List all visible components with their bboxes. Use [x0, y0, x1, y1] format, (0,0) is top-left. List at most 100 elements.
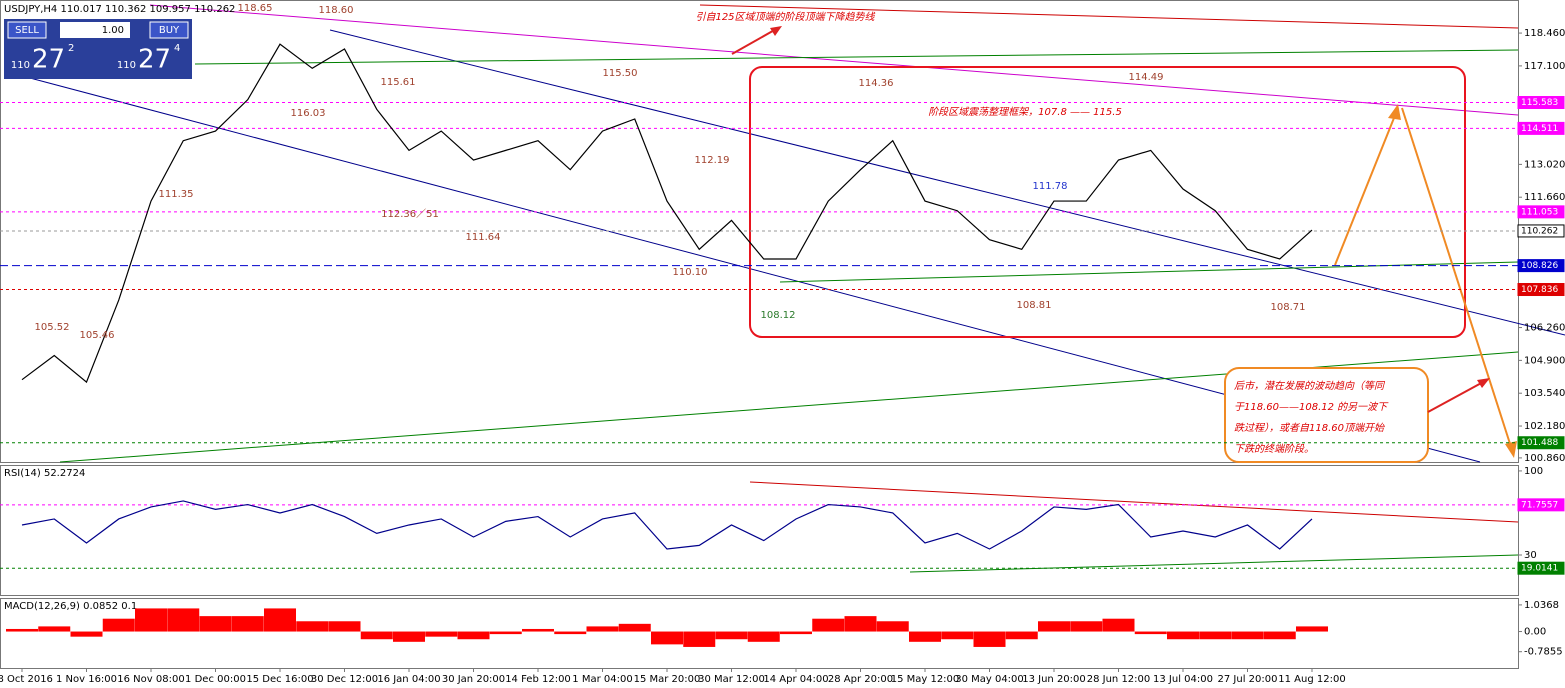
chart-title: USDJPY,H4 110.017 110.362 109.957 110.26…	[4, 4, 235, 15]
y-tick-label: 113.020	[1524, 159, 1565, 170]
x-tick-label: 30 Mar 12:00	[698, 674, 765, 685]
annotation: 118.65	[238, 3, 273, 14]
level-box	[1517, 96, 1565, 110]
sell-big: 110	[11, 60, 30, 71]
y-tick-label: -0.7855	[1524, 647, 1563, 658]
level-label: 71.7557	[1521, 500, 1558, 510]
annotation: 112.36／51	[381, 208, 439, 220]
x-tick-label: 15 Mar 20:00	[634, 674, 701, 685]
macd-bar	[264, 608, 296, 632]
note-line: 后市，潜在发展的波动趋向（等同	[1234, 380, 1386, 392]
macd-bar	[1167, 631, 1199, 640]
level-box	[1517, 436, 1565, 450]
macd-bar	[747, 631, 780, 642]
macd-bar	[1231, 631, 1264, 640]
macd-bar	[70, 631, 103, 637]
y-tick-label: 117.100	[1524, 61, 1565, 72]
x-tick-label: 15 May 12:00	[891, 674, 960, 685]
x-tick-label: 11 Aug 12:00	[1278, 674, 1345, 685]
y-tick-label: 106.260	[1524, 323, 1565, 334]
macd-bar	[135, 608, 167, 632]
macd-bar	[6, 628, 38, 632]
x-tick-label: 30 Jan 20:00	[442, 674, 505, 685]
macd-bar	[102, 618, 135, 632]
level-box	[1517, 561, 1565, 575]
annotation: 111.35	[159, 189, 194, 200]
macd-bar	[554, 631, 587, 635]
x-tick-label: 14 Feb 12:00	[505, 674, 571, 685]
annotation: 116.03	[291, 108, 326, 119]
macd-bar	[522, 628, 554, 632]
macd-bar	[651, 631, 683, 645]
y-tick-label: 103.540	[1524, 388, 1565, 399]
macd-title: MACD(12,26,9) 0.0852 0.1	[4, 601, 137, 612]
level-label: 108.826	[1521, 261, 1558, 271]
x-tick-label: 13 Jun 20:00	[1022, 674, 1086, 685]
level-box	[1517, 259, 1565, 273]
price-line	[21, 500, 1313, 550]
y-tick-label: 104.900	[1524, 355, 1565, 366]
macd-bar	[876, 621, 909, 632]
annotation: 112.19	[695, 155, 730, 166]
sell-pips: 27	[32, 45, 65, 75]
level-label: 114.511	[1521, 124, 1558, 134]
macd-bar	[618, 623, 651, 632]
x-tick-label: 28 Apr 20:00	[828, 674, 893, 685]
macd-bar	[360, 631, 393, 640]
macd-bar	[973, 631, 1006, 647]
y-tick-label: 118.460	[1524, 28, 1565, 39]
y-tick-label: 100.860	[1524, 453, 1565, 464]
annotation: 105.52	[35, 322, 70, 333]
macd-bar	[1070, 621, 1103, 632]
price-line	[21, 43, 1313, 384]
annotation: 108.71	[1271, 302, 1306, 313]
y-tick-label: 100	[1524, 466, 1543, 477]
macd-bar	[167, 608, 200, 632]
buy-label[interactable]: BUY	[159, 25, 180, 36]
annotation: 115.50	[603, 68, 638, 79]
macd-bar	[457, 631, 490, 640]
macd-bar	[328, 621, 361, 632]
macd-bar	[941, 631, 974, 640]
x-tick-label: 30 Dec 12:00	[311, 674, 378, 685]
buy-big: 110	[117, 60, 136, 71]
buy-button[interactable]	[149, 21, 189, 39]
rsi-title: RSI(14) 52.2724	[4, 468, 85, 479]
macd-bar	[780, 631, 812, 635]
macd-bar	[1005, 631, 1038, 640]
macd-bar	[812, 618, 845, 632]
level-box	[1517, 498, 1565, 512]
note-line: 下跌的终端阶段。	[1234, 443, 1314, 455]
annotation: 110.10	[673, 267, 708, 278]
x-tick-label: 18 Oct 2016	[0, 674, 53, 685]
sell-button[interactable]	[7, 21, 47, 39]
macd-bar	[296, 621, 329, 632]
note-line: 跌过程），或者自118.60顶端开始	[1234, 422, 1385, 434]
y-tick-label: 1.0368	[1524, 600, 1559, 611]
y-tick-label: 102.180	[1524, 421, 1565, 432]
macd-bar	[1038, 621, 1070, 632]
x-tick-label: 1 Dec 00:00	[185, 674, 246, 685]
level-label: 111.053	[1521, 207, 1558, 217]
macd-bar	[909, 631, 941, 642]
y-tick-label: 30	[1524, 550, 1537, 561]
x-tick-label: 15 Dec 16:00	[246, 674, 313, 685]
level-box	[1517, 205, 1565, 219]
level-label: 115.583	[1521, 98, 1558, 108]
macd-bar	[199, 616, 232, 632]
lot-value[interactable]: 1.00	[102, 25, 124, 36]
sell-label[interactable]: SELL	[15, 25, 39, 36]
lot-input[interactable]	[60, 22, 130, 38]
x-tick-label: 13 Jul 04:00	[1153, 674, 1213, 685]
macd-bar	[586, 626, 619, 632]
macd-bar	[489, 631, 522, 635]
annotation: 114.36	[859, 78, 894, 89]
macd-bar	[844, 616, 877, 632]
level-box	[1517, 224, 1565, 238]
macd-bar	[1199, 631, 1232, 640]
annotation: 114.49	[1129, 72, 1164, 83]
trade-panel: SELL 1.00 BUY 110 27 2 110 27 4	[4, 19, 192, 79]
level-label: 110.262	[1521, 226, 1558, 236]
macd-bar	[1263, 631, 1296, 640]
trend-lines	[29, 4, 1565, 573]
